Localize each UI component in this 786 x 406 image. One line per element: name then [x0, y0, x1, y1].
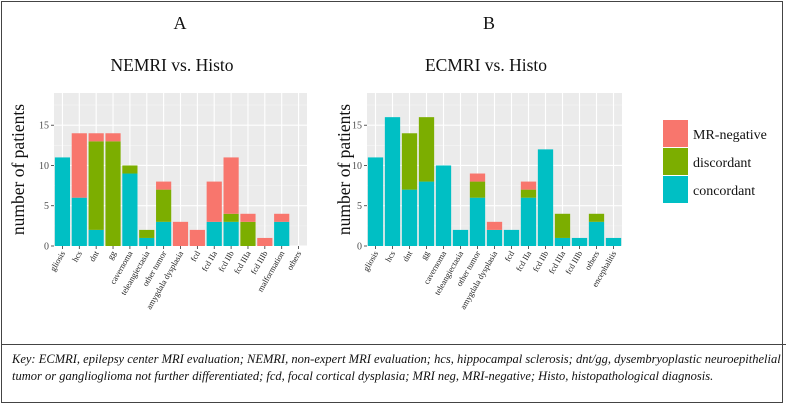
- panel-b-letter: B: [483, 13, 495, 33]
- panel-a-y-tick-label: 0: [44, 242, 49, 253]
- panel-a-bar-discordant: [105, 141, 121, 246]
- panel-b-bar-discordant: [418, 117, 435, 182]
- panel-a-bar-mr-negative: [172, 221, 189, 246]
- panel-a-x-tick-label: others: [285, 250, 303, 272]
- panel-b-bar-mr-negative: [520, 181, 537, 190]
- panel-b-bar-concordant: [537, 149, 554, 246]
- panel-a-bar-concordant: [274, 221, 290, 246]
- panel-a-bar-mr-negative: [156, 181, 172, 190]
- figure-key-caption: Key: ECMRI, epilepsy center MRI evaluati…: [12, 352, 781, 383]
- panel-b-bar-concordant: [571, 237, 588, 246]
- panel-b-bar-discordant: [469, 181, 486, 198]
- panel-a-bar-concordant: [139, 237, 155, 246]
- panel-b-x-tick-label: fcd IIIb: [564, 250, 584, 276]
- panel-a-bar-mr-negative: [71, 133, 87, 198]
- panel-a-bar-mr-negative: [206, 181, 222, 222]
- legend-swatch-mr-negative: [663, 120, 688, 147]
- panel-b-y-tick-label: 10: [352, 161, 362, 172]
- panel-a-bar-discordant: [223, 213, 239, 222]
- panel-b-bar-concordant: [605, 237, 622, 246]
- panel-a-y-tick-label: 5: [44, 201, 49, 212]
- panel-b-bar-concordant: [367, 157, 384, 246]
- panel-a-bar-mr-negative: [240, 213, 256, 222]
- panel-a-title: NEMRI vs. Histo: [111, 55, 234, 75]
- panel-a-bar-discordant: [88, 141, 104, 230]
- panel-b-bar-concordant: [435, 165, 452, 246]
- panel-a-bar-concordant: [88, 229, 104, 246]
- panel-b-bar-discordant: [401, 133, 418, 190]
- panel-b-x-tick-label: gg: [419, 249, 431, 261]
- panel-a-letter: A: [174, 13, 187, 33]
- legend-label-mr-negative: MR-negative: [693, 128, 767, 143]
- panel-b-bar-concordant: [469, 197, 486, 246]
- panel-a-y-tick-label: 15: [39, 121, 49, 132]
- panel-a-bar-concordant: [156, 221, 172, 246]
- panel-b-y-tick-label: 15: [352, 121, 362, 132]
- panel-a-bar-concordant: [54, 157, 71, 246]
- panel-b-x-tick-label: dnt: [401, 249, 414, 263]
- panel-b-bar-discordant: [520, 189, 537, 198]
- panel-b-bar-concordant: [520, 197, 537, 246]
- panel-b-bar-concordant: [418, 181, 435, 246]
- panel-a-bar-mr-negative: [223, 157, 239, 214]
- panel-a-bar-mr-negative: [88, 133, 104, 142]
- panel-a-y-axis-label: number of patients: [8, 104, 28, 235]
- panel-a-bar-discordant: [240, 221, 256, 246]
- panel-a-bar-concordant: [71, 197, 87, 246]
- legend-label-concordant: concordant: [693, 184, 755, 199]
- panel-a-x-tick-label: gg: [106, 249, 118, 261]
- panel-b-bar-concordant: [588, 221, 605, 246]
- panel-b-title: ECMRI vs. Histo: [425, 55, 547, 75]
- panel-a-y-tick-label: 10: [39, 161, 49, 172]
- panel-a-x-tick-label: fcd: [189, 249, 203, 263]
- panel-a-bar-mr-negative: [189, 229, 205, 246]
- panel-b-y-tick-label: 0: [357, 242, 362, 253]
- panel-b-bar-concordant: [452, 229, 469, 246]
- panel-a-x-tick-label: hcs: [71, 250, 84, 264]
- panel-b-bar-mr-negative: [469, 173, 486, 182]
- panel-a-bar-concordant: [122, 173, 138, 246]
- legend-swatch-discordant: [663, 148, 688, 175]
- panel-b-bar-concordant: [486, 229, 503, 246]
- panel-b-y-axis-label: number of patients: [334, 104, 354, 235]
- panel-b-bar-concordant: [554, 237, 571, 246]
- panel-b-x-tick-label: fcd: [503, 249, 517, 263]
- panel-a-x-tick-label: gliosis: [48, 250, 67, 273]
- panel-a-bar-discordant: [139, 229, 155, 238]
- panel-b-bar-discordant: [554, 213, 571, 238]
- panel-a-bar-mr-negative: [257, 237, 273, 246]
- panel-b-y-tick-label: 5: [357, 201, 362, 212]
- panel-a-x-tick-label: dnt: [88, 249, 101, 263]
- legend-label-discordant: discordant: [693, 156, 751, 171]
- legend-swatch-concordant: [663, 176, 688, 203]
- panel-b-x-tick-label: gliosis: [362, 250, 381, 273]
- panel-b-bar-mr-negative: [486, 221, 503, 230]
- panel-b-bar-concordant: [384, 117, 401, 246]
- panel-a-bar-mr-negative: [105, 133, 121, 142]
- panel-a-bar-concordant: [223, 221, 239, 246]
- panel-b-bar-concordant: [401, 189, 418, 246]
- panel-a-bar-discordant: [122, 165, 138, 174]
- panel-b-bar-discordant: [588, 213, 605, 222]
- panel-a-bar-discordant: [156, 189, 172, 222]
- panel-b-bar-concordant: [503, 229, 520, 246]
- caption-divider: [2, 344, 786, 345]
- panel-a-bar-mr-negative: [274, 213, 290, 222]
- panel-a-bar-concordant: [206, 221, 222, 246]
- panel-b-x-tick-label: hcs: [384, 250, 397, 264]
